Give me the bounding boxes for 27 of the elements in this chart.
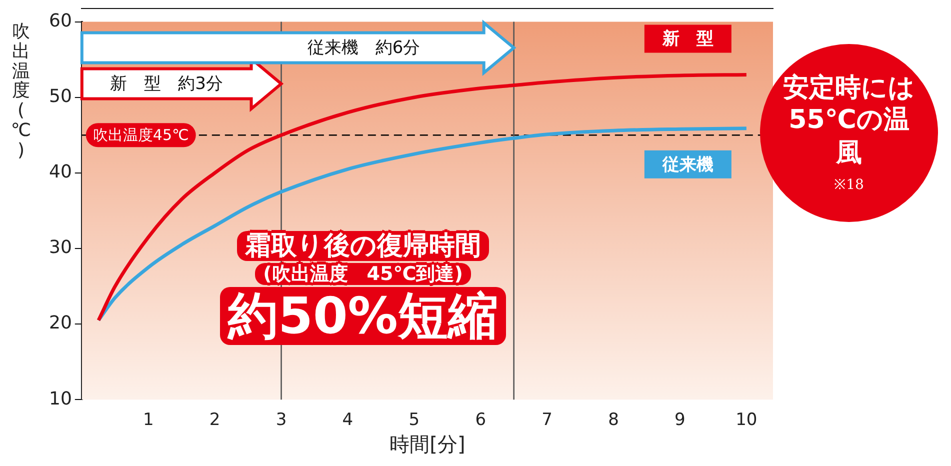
y-tick-label: 60 (49, 10, 72, 32)
x-tick-label: 8 (608, 410, 619, 430)
y-tick-label: 10 (49, 388, 72, 410)
x-axis-title: 時間[分] (390, 432, 466, 456)
annotation: 霜取り後の復帰時間 (237, 231, 489, 261)
series-label: 新 型 (661, 29, 714, 50)
x-tick-label: 1 (142, 410, 154, 430)
y-axis-title: 吹出温度(℃) (10, 21, 32, 161)
annotation: 従来機 約6分 (307, 38, 420, 58)
y-tick-label: 30 (49, 237, 72, 258)
x-tick-label: 2 (209, 410, 220, 430)
annotation: (吹出温度 45℃到達) (255, 262, 471, 285)
speech-bubble: 安定時には55℃の温風 ※18 (760, 44, 938, 222)
y-tick-label: 40 (49, 162, 72, 183)
x-tick-label: 4 (342, 410, 354, 430)
x-tick-label: 10 (736, 410, 758, 430)
annotation: 新 型 約3分 (110, 74, 223, 94)
annotation: 約50%短縮 (220, 286, 506, 345)
series-label: 従来機 (661, 154, 714, 175)
x-tick-label: 6 (475, 410, 486, 430)
y-tick-label: 50 (49, 86, 72, 108)
x-tick-label: 9 (674, 410, 686, 430)
ref-line-label: 吹出温度45℃ (92, 126, 189, 144)
y-tick-label: 20 (49, 312, 72, 334)
x-tick-label: 5 (408, 410, 420, 430)
x-tick-label: 7 (542, 410, 552, 430)
x-tick-label: 3 (276, 410, 287, 430)
